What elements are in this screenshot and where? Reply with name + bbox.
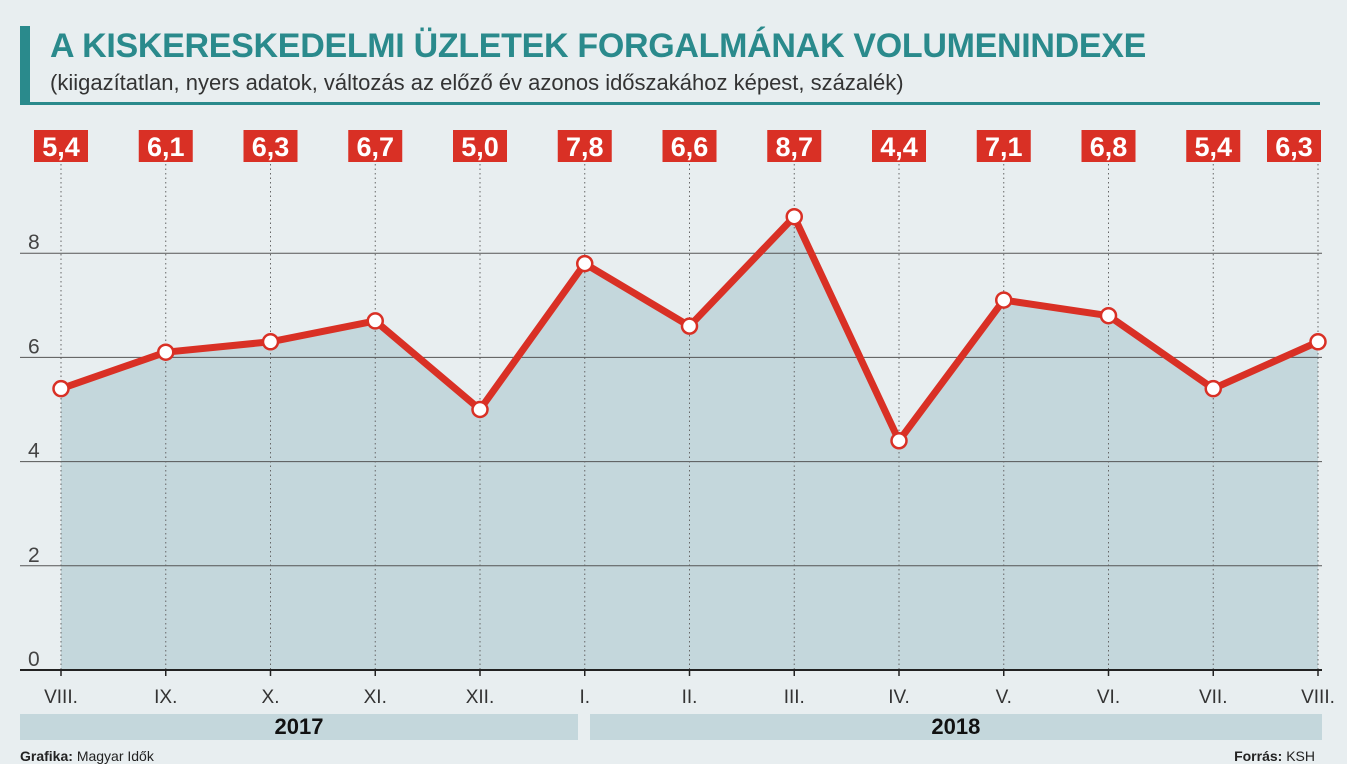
value-label: 6,3 xyxy=(1275,132,1313,162)
data-point xyxy=(52,379,70,398)
value-label: 5,4 xyxy=(1194,132,1232,162)
value-label-box xyxy=(453,130,507,162)
value-label: 8,7 xyxy=(775,132,813,162)
chart-subtitle: (kiigazítatlan, nyers adatok, változás a… xyxy=(50,70,904,95)
value-label-box xyxy=(1267,130,1321,162)
y-tick-label: 8 xyxy=(28,231,40,254)
value-label: 6,3 xyxy=(252,132,290,162)
year-label-2017: 2017 xyxy=(274,714,324,739)
data-point xyxy=(471,400,489,419)
data-point xyxy=(157,343,175,361)
credit: Grafika: Magyar Idők xyxy=(20,748,154,764)
x-tick-label: II. xyxy=(682,687,698,708)
source-value: KSH xyxy=(1286,748,1315,764)
value-label-box xyxy=(767,130,822,162)
y-tick-label: 6 xyxy=(28,335,40,358)
source-label: Forrás: xyxy=(1234,748,1283,764)
value-label: 7,1 xyxy=(985,132,1023,162)
value-label-box xyxy=(1081,130,1136,162)
value-label: 6,1 xyxy=(147,132,185,162)
value-label-box xyxy=(348,130,403,162)
data-point xyxy=(576,254,594,273)
data-point xyxy=(261,333,280,351)
x-tick-label: XII. xyxy=(466,687,495,708)
data-point xyxy=(890,432,908,450)
value-label-box xyxy=(243,130,298,162)
source: Forrás: KSH xyxy=(1234,748,1315,764)
value-label: 7,8 xyxy=(566,132,604,162)
chart-title: A KISKERESKEDELMI ÜZLETEK FORGALMÁNAK VO… xyxy=(50,27,1147,65)
data-point xyxy=(680,317,699,335)
x-tick-label: VIII. xyxy=(1301,687,1335,708)
year-label-2018: 2018 xyxy=(931,714,981,739)
value-label: 6,7 xyxy=(356,132,394,162)
value-label: 4,4 xyxy=(880,132,918,162)
data-point xyxy=(1309,333,1327,351)
value-label: 6,6 xyxy=(671,132,709,162)
x-tick-label: III. xyxy=(784,687,805,708)
value-label: 6,8 xyxy=(1090,132,1128,162)
x-tick-label: VI. xyxy=(1097,687,1120,708)
title-divider xyxy=(20,102,1320,105)
x-tick-label: V. xyxy=(996,687,1012,708)
x-tick-label: XI. xyxy=(364,687,387,708)
value-label-box xyxy=(662,130,717,162)
value-label-box xyxy=(1186,130,1241,162)
value-label: 5,0 xyxy=(461,132,499,162)
data-point xyxy=(995,291,1013,309)
value-label-box xyxy=(557,130,612,162)
y-tick-label: 2 xyxy=(28,544,40,567)
year-band-2018: 2018 xyxy=(589,714,1322,740)
data-point xyxy=(366,312,384,330)
value-label-box xyxy=(976,130,1031,162)
credit-label: Grafika: xyxy=(20,748,73,764)
value-label-box xyxy=(138,130,193,162)
x-tick-label: IX. xyxy=(154,687,177,708)
title-accent-bar xyxy=(20,26,30,104)
data-point xyxy=(1099,306,1118,325)
value-label: 5,4 xyxy=(42,132,80,162)
y-tick-label: 0 xyxy=(28,648,40,671)
year-band-2017: 2017 xyxy=(20,714,578,740)
x-tick-label: I. xyxy=(579,687,590,708)
x-tick-label: VII. xyxy=(1199,687,1228,708)
y-tick-label: 4 xyxy=(28,440,40,463)
x-tick-label: IV. xyxy=(888,687,910,708)
data-point xyxy=(785,207,803,226)
value-label-box xyxy=(34,130,88,162)
value-label-box xyxy=(872,130,926,162)
x-tick-label: VIII. xyxy=(44,687,78,708)
credit-value: Magyar Idők xyxy=(76,748,154,764)
data-point xyxy=(1204,379,1222,398)
x-tick-label: X. xyxy=(262,687,280,708)
